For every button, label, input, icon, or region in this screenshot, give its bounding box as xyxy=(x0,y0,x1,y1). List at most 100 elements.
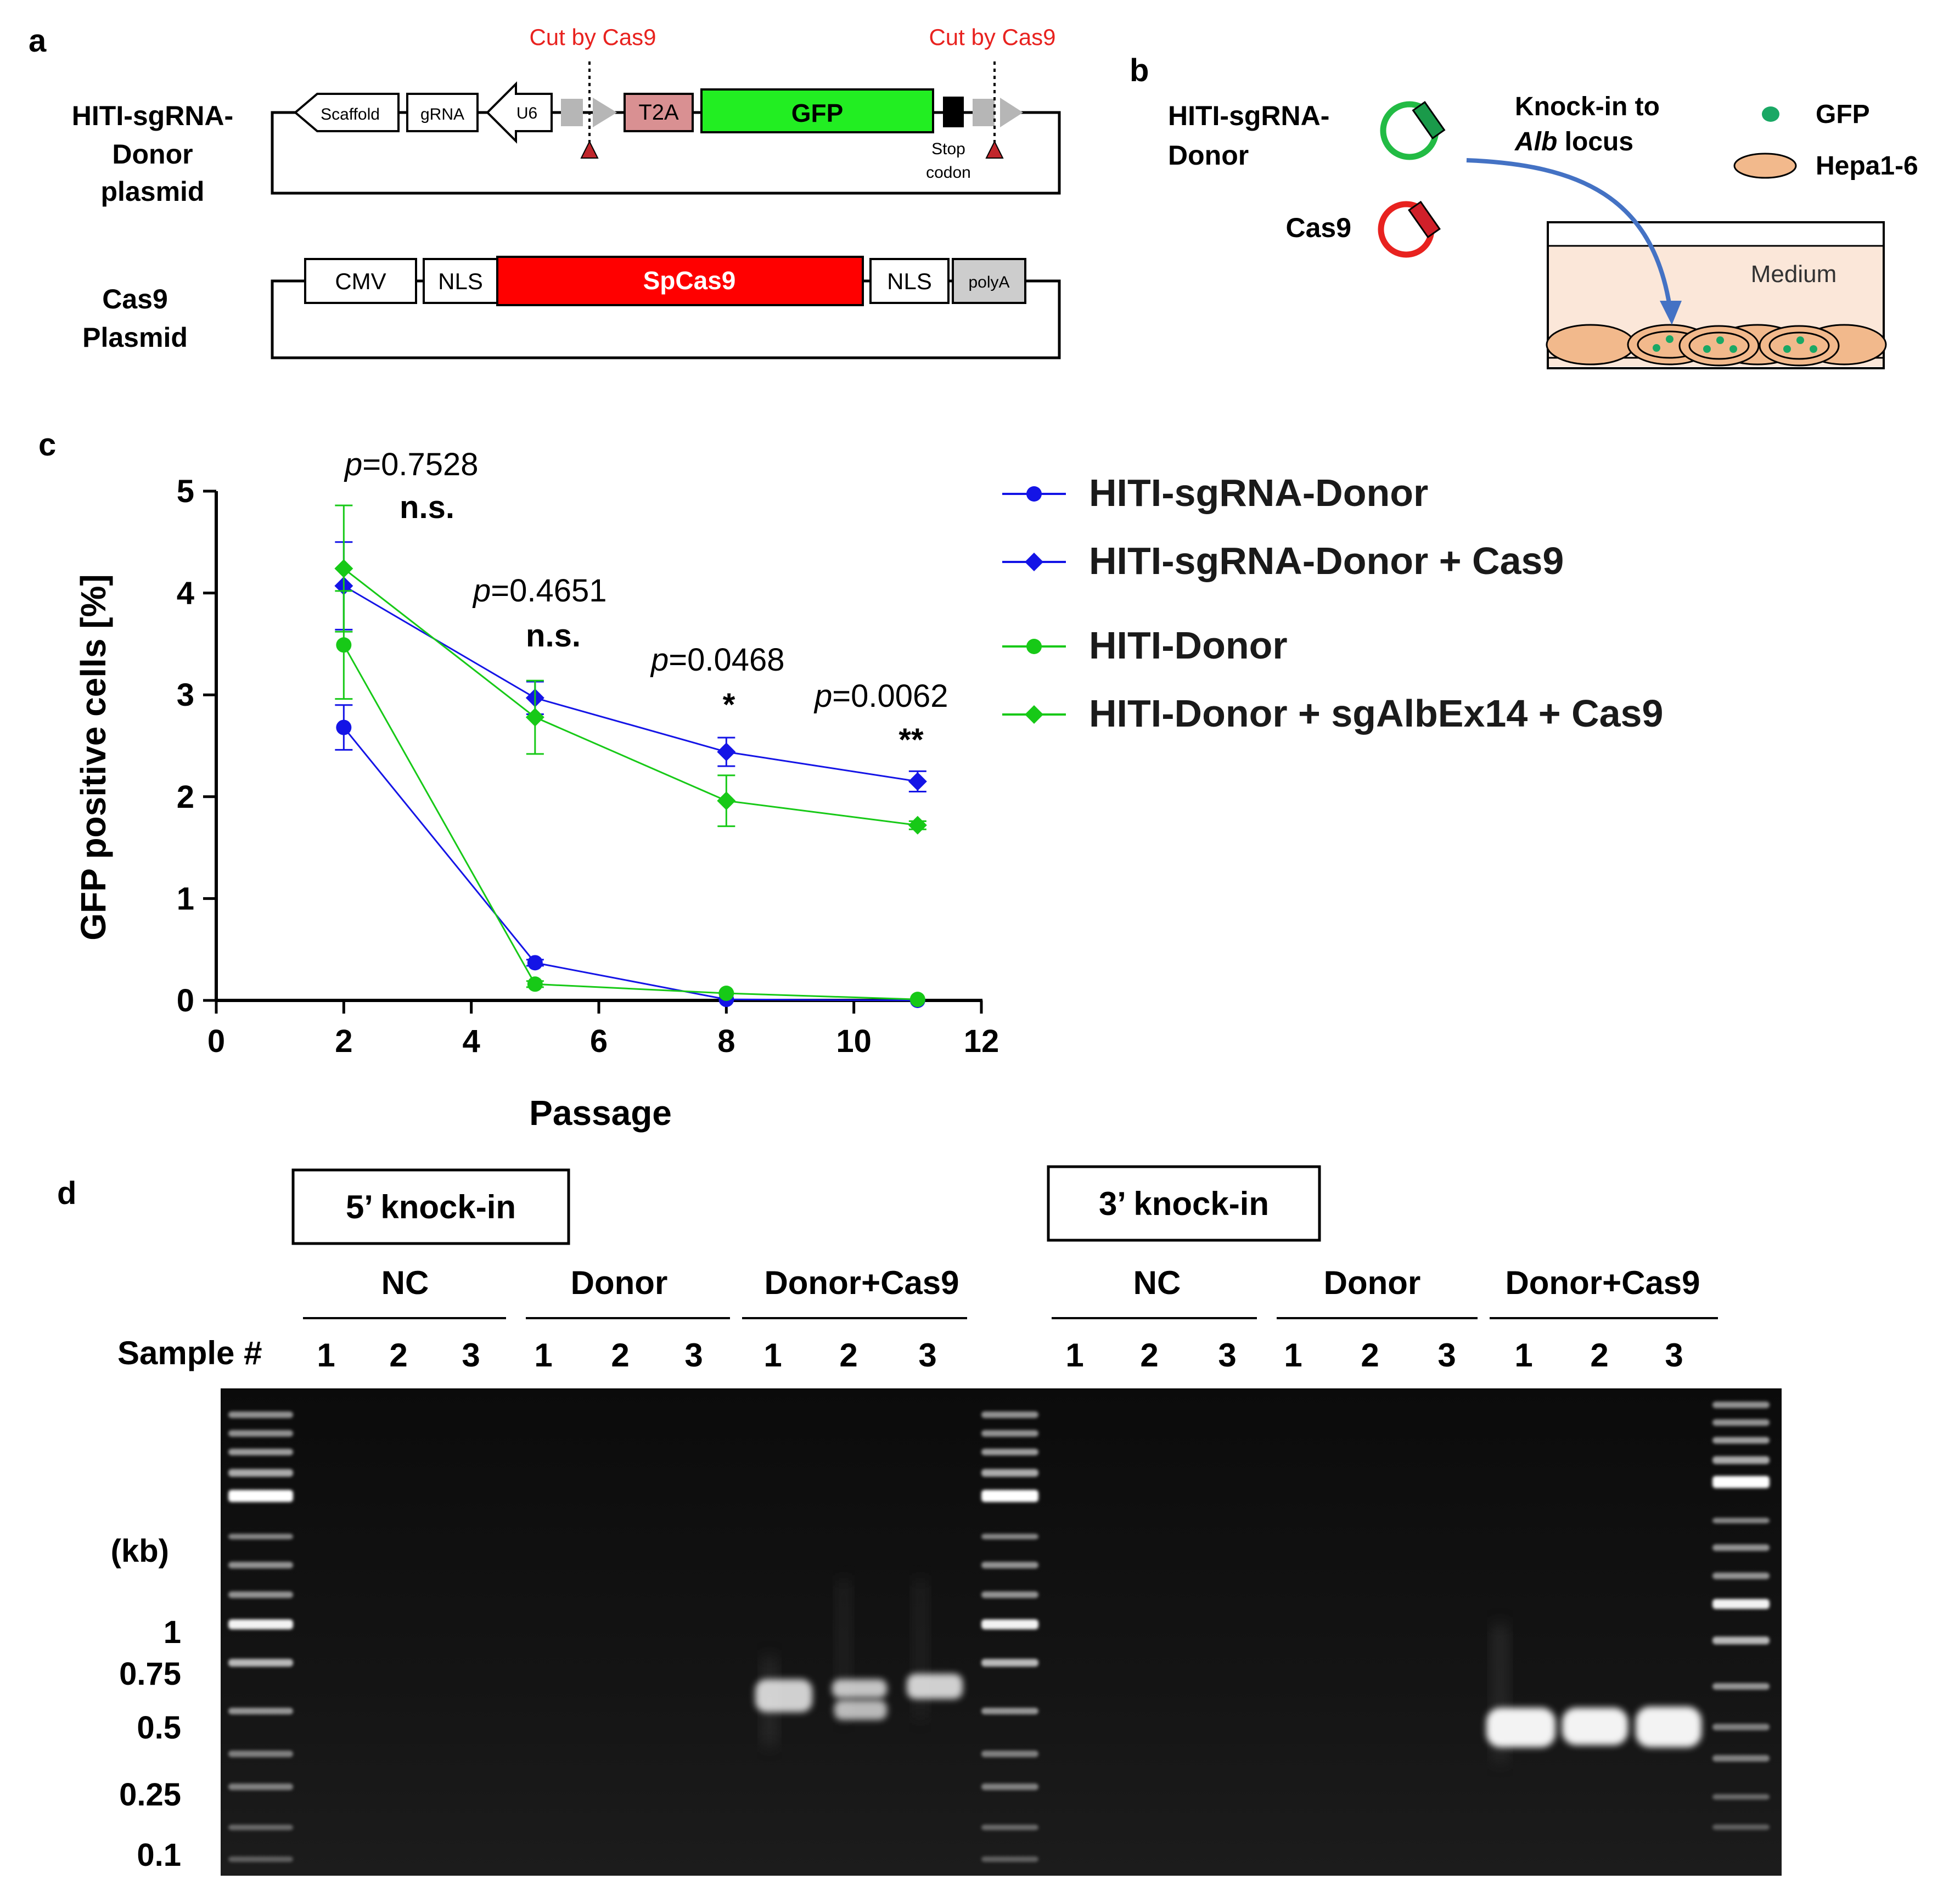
y-tick-label: 4 xyxy=(177,576,194,611)
gel-bands-3prime xyxy=(1486,1624,1701,1762)
ladder-band xyxy=(228,1708,293,1714)
ladder-band xyxy=(1712,1402,1770,1408)
ladder-band xyxy=(981,1751,1038,1757)
cut-by-cas9-label-right: Cut by Cas9 xyxy=(929,24,1055,50)
t2a-element xyxy=(624,93,694,132)
legend-entry: HITI-sgRNA-Donor xyxy=(1002,471,1428,514)
legend-label: HITI-Donor + sgAlbEx14 + Cas9 xyxy=(1089,692,1663,735)
stop-codon-label-line1: Stop xyxy=(931,140,965,158)
ladder-band xyxy=(1712,1683,1770,1690)
p-symbol: p xyxy=(344,447,362,482)
hiti-plasmid-label-line1: HITI-sgRNA- xyxy=(72,100,233,131)
donor-label-line2: Donor xyxy=(1168,140,1249,171)
nls-element-left xyxy=(423,258,498,304)
data-point xyxy=(908,772,927,791)
gel-group-label: Donor+Cas9 xyxy=(1505,1264,1700,1301)
panel-label-a: a xyxy=(29,23,47,59)
sample-number: 3 xyxy=(1218,1337,1236,1374)
data-point xyxy=(336,719,352,735)
data-point xyxy=(909,992,925,1008)
five-prime-label: 5’ knock-in xyxy=(346,1189,516,1225)
u6-promoter-arrow xyxy=(486,81,553,144)
polya-element xyxy=(952,258,1026,304)
cas9-plasmid-insert xyxy=(1408,200,1441,239)
series-1 xyxy=(334,541,927,793)
nls-element-right xyxy=(869,258,950,304)
gfp-legend-label: GFP xyxy=(1816,100,1870,129)
sample-number: 2 xyxy=(389,1337,407,1374)
x-tick-label: 12 xyxy=(964,1023,999,1059)
donor-label-line1: HITI-sgRNA- xyxy=(1168,100,1329,131)
sample-number: 3 xyxy=(1665,1337,1683,1374)
p-value: =0.0062 xyxy=(832,678,948,714)
sample-number: 1 xyxy=(1514,1337,1532,1374)
ladder-mark-0.5: 0.5 xyxy=(137,1710,181,1746)
band-5p-donor-cas9-2a xyxy=(832,1679,887,1698)
data-point xyxy=(908,815,927,835)
significance-label: n.s. xyxy=(400,490,454,525)
sample-number: 1 xyxy=(1065,1337,1083,1374)
ladder-band xyxy=(1712,1636,1770,1645)
nls-label-right: NLS xyxy=(887,268,932,294)
ladder-band xyxy=(981,1659,1038,1667)
ladder-mark-0.75: 0.75 xyxy=(119,1656,181,1692)
cut-triangle-left xyxy=(580,140,599,159)
ladder-band xyxy=(228,1784,293,1790)
ladder-band xyxy=(228,1490,293,1502)
sample-number: 2 xyxy=(839,1337,857,1374)
sample-number: 2 xyxy=(611,1337,629,1374)
sample-number: 1 xyxy=(1284,1337,1302,1374)
gfp-element xyxy=(700,88,934,133)
knockin-locus-italic: Alb xyxy=(1514,127,1557,156)
sample-number: 1 xyxy=(534,1337,552,1374)
nls-label-left: NLS xyxy=(438,268,483,294)
ladder-band xyxy=(981,1449,1038,1455)
ladder-band xyxy=(1712,1572,1770,1579)
knockin-label-line2: Alb locus xyxy=(1514,127,1633,156)
ladder-band xyxy=(228,1619,293,1629)
ladder-band xyxy=(981,1469,1038,1477)
band-3p-donor-cas9-1 xyxy=(1486,1708,1555,1747)
p-value-label: p=0.4651 xyxy=(472,573,607,609)
data-point xyxy=(718,986,734,1002)
u6-label: U6 xyxy=(516,104,537,122)
series-line xyxy=(343,727,918,1002)
ladder-band xyxy=(228,1430,293,1437)
ladder-band xyxy=(228,1751,293,1757)
y-tick-label: 0 xyxy=(177,983,194,1019)
scaffold-element xyxy=(293,93,400,132)
band-5p-donor-cas9-3 xyxy=(907,1674,963,1699)
chart-series xyxy=(334,504,927,1008)
three-prime-box xyxy=(1047,1165,1321,1242)
significance-label: n.s. xyxy=(526,618,581,654)
ladder-band xyxy=(981,1562,1038,1568)
ladder-band xyxy=(1712,1456,1770,1464)
hiti-plasmid-label-line3: plasmid xyxy=(101,176,205,207)
p-value: =0.4651 xyxy=(491,573,606,609)
t2a-label: T2A xyxy=(638,100,679,125)
gel-group-label: NC xyxy=(1133,1264,1181,1301)
data-point xyxy=(527,955,543,971)
significance-label: ** xyxy=(898,722,924,758)
ladder-band xyxy=(228,1825,293,1830)
legend-entry: HITI-Donor + sgAlbEx14 + Cas9 xyxy=(1002,692,1663,735)
p-value-label: p=0.0062 xyxy=(813,678,948,714)
ladder-lane-2 xyxy=(981,1411,1038,1862)
legend-label: HITI-Donor xyxy=(1089,624,1288,667)
cas9-plasmid-backbone xyxy=(271,279,1061,359)
ladder-band xyxy=(981,1784,1038,1790)
knockin-locus-rest: locus xyxy=(1557,127,1633,156)
x-tick-label: 4 xyxy=(463,1023,480,1059)
significance-label: * xyxy=(723,687,735,723)
sample-number: 3 xyxy=(918,1337,936,1374)
ladder-band xyxy=(981,1534,1038,1539)
ladder-band xyxy=(981,1430,1038,1437)
panel-c: c Passage GFP positive cells [%] 0123450… xyxy=(38,427,1663,1133)
series-line xyxy=(343,644,918,1000)
panel-label-d: d xyxy=(57,1175,76,1211)
ladder-band xyxy=(1712,1599,1770,1609)
legend-entry: HITI-Donor xyxy=(1002,624,1288,667)
